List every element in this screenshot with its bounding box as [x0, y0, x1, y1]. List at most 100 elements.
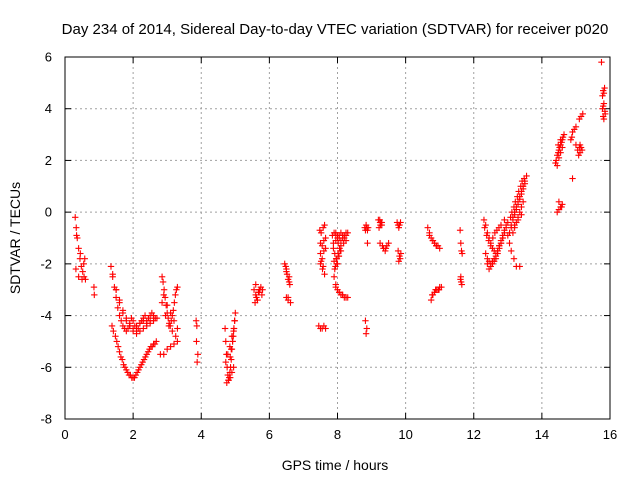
data-point [510, 255, 518, 262]
data-point [232, 309, 239, 317]
data-point [458, 281, 466, 288]
data-point [228, 369, 236, 376]
data-point [114, 343, 122, 350]
data-point [385, 239, 392, 247]
data-point [397, 219, 404, 226]
data-point [558, 203, 565, 211]
data-point [317, 229, 325, 237]
data-point [456, 227, 464, 234]
y-tick-label: -8 [40, 412, 52, 427]
data-point [364, 224, 372, 231]
data-point [129, 317, 137, 324]
data-point [140, 325, 147, 332]
data-point [227, 374, 234, 381]
data-point [579, 110, 586, 118]
data-point [319, 263, 327, 270]
data-point [457, 273, 465, 280]
plot-frame [64, 56, 611, 420]
data-point [514, 216, 522, 224]
data-point [559, 144, 566, 151]
data-point [129, 327, 137, 335]
data-point [339, 291, 346, 299]
y-axis-label: SDTVAR / TECUs [7, 182, 23, 294]
data-point [73, 232, 80, 239]
x-tick-label: 2 [130, 427, 137, 442]
data-point [517, 183, 524, 190]
data-point [482, 250, 489, 257]
data-point [483, 232, 490, 239]
data-point [172, 333, 179, 340]
data-point [514, 193, 521, 200]
data-point [435, 286, 443, 293]
data-point [330, 245, 337, 252]
data-point [193, 322, 201, 330]
data-point [284, 294, 292, 301]
data-point [337, 247, 345, 255]
data-point [501, 216, 508, 224]
data-point [494, 250, 501, 257]
data-point [332, 283, 339, 291]
data-point [108, 322, 116, 330]
data-point [321, 221, 328, 229]
data-point [555, 154, 563, 162]
data-point [227, 353, 234, 361]
data-point [90, 283, 98, 291]
data-point [228, 345, 235, 353]
data-point [458, 250, 466, 257]
data-point [112, 333, 119, 340]
data-point [162, 312, 169, 319]
data-point [230, 327, 237, 335]
data-point [572, 123, 580, 131]
x-tick-label: 12 [467, 427, 481, 442]
data-point [554, 162, 561, 169]
data-point [107, 263, 115, 270]
data-point [174, 325, 181, 332]
data-point [331, 265, 338, 273]
data-point [258, 291, 266, 299]
data-point [110, 327, 117, 335]
data-point [285, 273, 293, 280]
x-tick-label: 8 [334, 427, 341, 442]
data-point [193, 358, 201, 366]
data-point [497, 221, 505, 229]
data-point [116, 348, 123, 355]
data-point [231, 317, 238, 324]
data-point [91, 291, 98, 299]
data-point [322, 245, 329, 252]
data-point [318, 242, 326, 249]
data-point [569, 175, 576, 182]
data-point [520, 175, 528, 182]
data-point [229, 338, 236, 345]
data-point [362, 317, 369, 324]
data-point [192, 317, 200, 324]
data-point [114, 304, 121, 312]
data-point [518, 203, 525, 211]
data-point [321, 271, 328, 278]
data-point [160, 351, 167, 358]
data-point [287, 299, 294, 306]
data-point [600, 115, 608, 123]
data-point [81, 255, 88, 262]
data-point [457, 239, 465, 247]
data-point [136, 320, 144, 327]
data-point [397, 250, 405, 257]
data-point [140, 317, 147, 324]
data-point [174, 283, 181, 291]
y-tick-label: -4 [40, 308, 52, 323]
x-tick-label: 0 [61, 427, 68, 442]
data-point [172, 291, 179, 299]
data-point [363, 325, 370, 332]
data-point [378, 219, 385, 226]
data-point [222, 358, 229, 366]
data-point [194, 351, 202, 358]
data-point [511, 221, 518, 229]
data-point [330, 273, 338, 280]
data-point [428, 291, 436, 299]
data-point [119, 307, 127, 314]
data-point [283, 265, 290, 273]
data-point [516, 263, 523, 270]
data-point [342, 229, 350, 237]
data-point [75, 245, 82, 252]
data-point [509, 229, 517, 237]
data-point [572, 141, 580, 149]
